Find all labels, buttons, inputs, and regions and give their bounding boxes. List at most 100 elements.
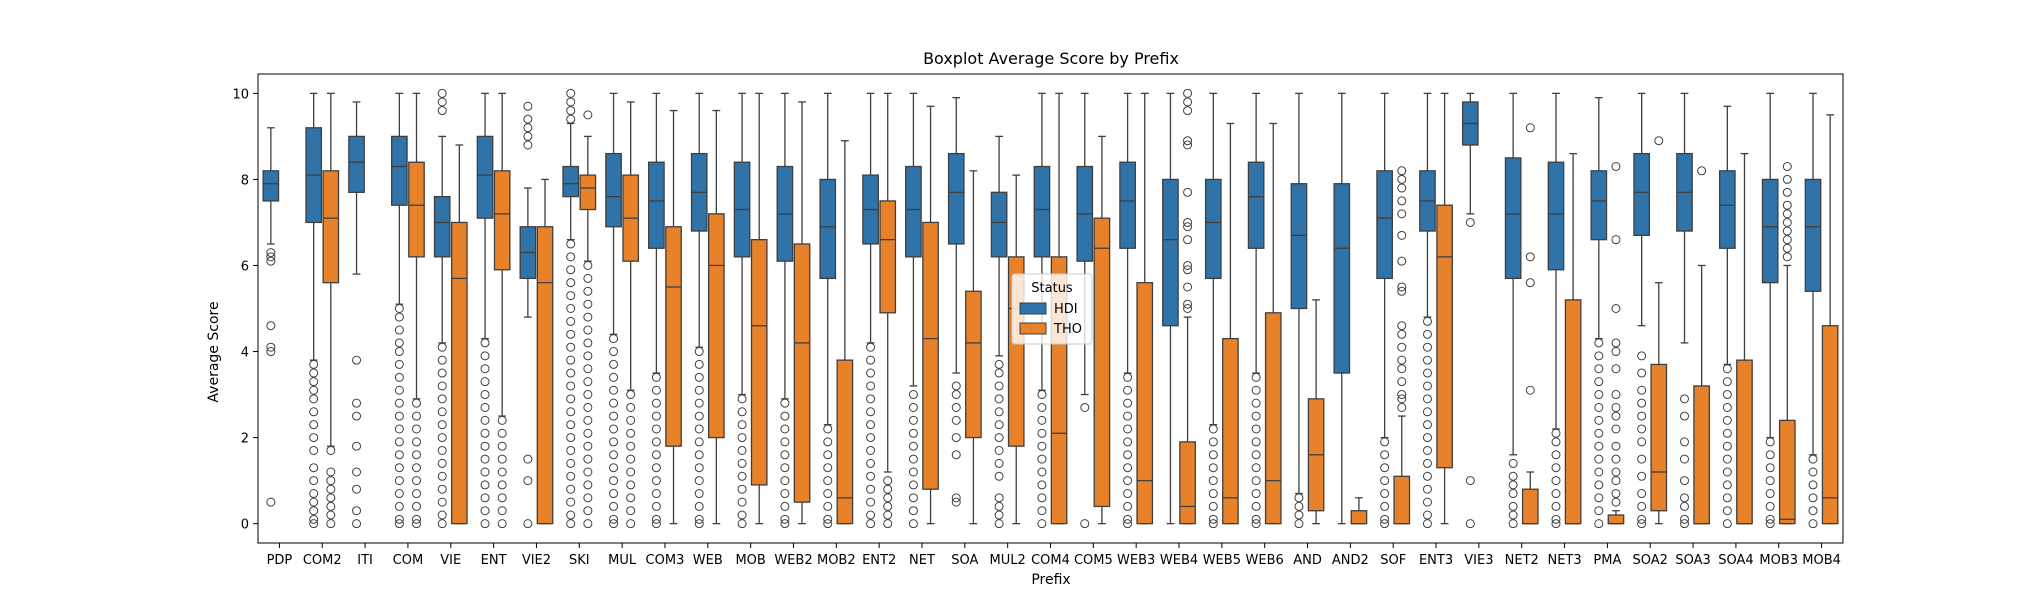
plot-area: 0 2 4 6 8 10 PDP COM2 ITI COM VIE ENT VIE2 SKI MUL COM3… [232,73,1844,568]
outlier-point [1551,437,1561,447]
outlier-point [626,493,636,503]
outlier-point [1765,519,1775,529]
outlier-point [566,471,576,481]
box-THO-MUL [622,101,640,529]
outlier-point [1722,402,1732,412]
outlier-point [1422,329,1432,339]
x-tick-label: COM4 [1031,553,1070,568]
box-THO-PMA [1607,162,1625,525]
outlier-point [883,493,893,503]
outlier-point [497,480,507,490]
outlier-point [1525,278,1535,288]
outlier-point [394,372,404,382]
outlier-point [908,415,918,425]
outlier-point [737,445,747,455]
box-iqr [1521,488,1539,525]
outlier-point [412,514,421,524]
box-HDI-WEB [690,92,708,529]
outlier-point [480,338,490,348]
outlier-point [1765,501,1775,511]
outlier-point [1183,304,1193,313]
outlier-point [1722,415,1732,425]
outlier-point [523,476,533,486]
x-tick-label: VIE2 [522,553,551,568]
outlier-point [523,131,533,141]
outlier-point [1037,428,1047,438]
outlier-point [1765,463,1775,473]
outlier-point [412,476,421,486]
outlier-point [1251,501,1261,511]
box-HDI-WEB6 [1247,92,1265,529]
outlier-point [994,501,1004,511]
outlier-point [352,506,362,516]
outlier-point [412,519,421,529]
outlier-point [566,519,576,529]
outlier-point [437,484,447,494]
outlier-point [437,381,447,391]
outlier-point [1637,514,1647,524]
outlier-point [1594,467,1604,477]
box-HDI-VIE2 [519,101,537,529]
outlier-point [737,484,747,494]
outlier-point [1525,252,1535,262]
box-iqr [1222,337,1239,525]
outlier-point [737,407,747,417]
box-HDI-PMA [1590,97,1608,529]
outlier-point [1611,304,1621,313]
outlier-point [1611,441,1621,451]
outlier-point [1397,402,1407,412]
box-iqr [965,290,982,439]
outlier-point [266,252,276,262]
outlier-point [1654,136,1664,146]
outlier-point [309,497,319,507]
outlier-point [1508,510,1518,520]
outlier-point [1422,355,1432,365]
outlier-point [866,342,876,352]
outlier-point [1422,510,1432,520]
outlier-point [566,106,576,116]
outlier-point [437,420,447,430]
outlier-point [1594,441,1604,451]
outlier-point [866,407,876,417]
outlier-point [780,398,790,408]
outlier-point [566,381,576,391]
outlier-point [583,415,593,425]
box-THO-COM [408,92,425,529]
x-tick-label: SOA2 [1633,553,1668,568]
outlier-point [780,489,790,499]
outlier-point [651,519,661,529]
outlier-point [651,385,661,395]
outlier-point [737,497,747,507]
outlier-point [566,97,576,107]
outlier-point [1123,372,1133,382]
box-iqr [1119,161,1136,249]
box-iqr [905,165,922,258]
outlier-point [994,368,1004,378]
outlier-point [651,489,661,499]
outlier-point [566,114,576,124]
x-tick-label: AND2 [1332,553,1369,568]
outlier-point [694,385,704,395]
outlier-point [566,329,576,339]
outlier-point [1422,458,1432,468]
outlier-point [583,519,593,529]
box-HDI-WEB3 [1119,92,1136,529]
box-iqr [947,152,965,245]
box-iqr [562,165,580,198]
box-THO-SKI [579,110,597,529]
box-HDI-VIE3 [1461,92,1479,529]
outlier-point [1208,501,1218,511]
outlier-point [1508,471,1518,481]
outlier-point [1782,243,1792,253]
outlier-point [1251,476,1261,486]
outlier-point [1422,316,1432,326]
outlier-point [1251,450,1261,460]
x-tick-label: MOB3 [1759,553,1798,568]
box-THO-VIE2 [536,178,554,525]
outlier-point [326,476,336,486]
outlier-point [1551,450,1561,460]
outlier-point [1525,123,1535,133]
outlier-point [1637,411,1647,421]
box-iqr [1564,299,1582,525]
outlier-point [394,476,404,486]
